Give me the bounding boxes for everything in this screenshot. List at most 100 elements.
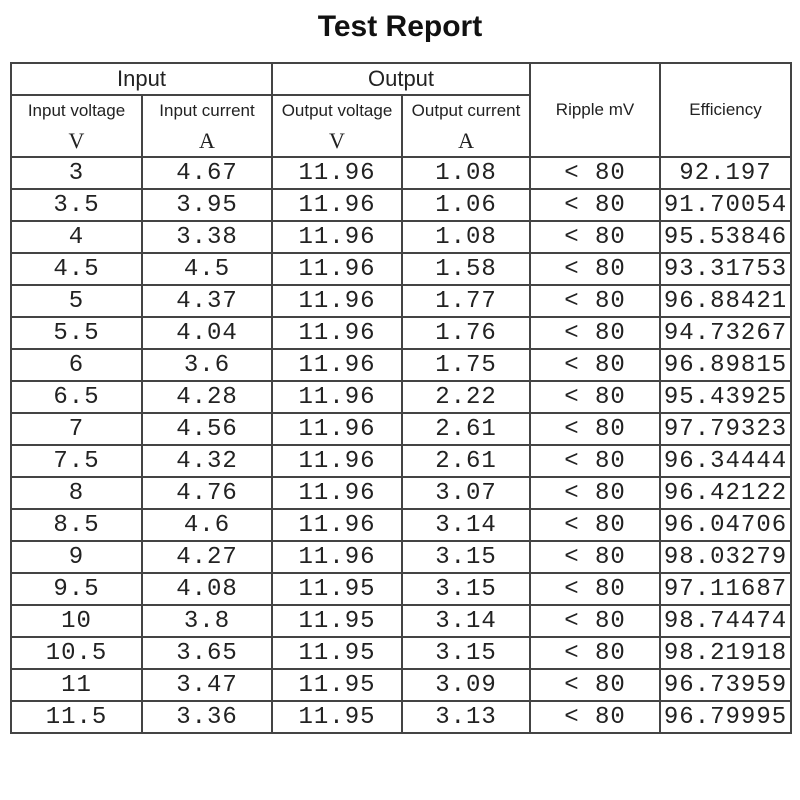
cell: 11.96	[271, 316, 403, 350]
cell: 1.08	[400, 156, 532, 190]
cell: < 80	[529, 348, 662, 382]
group-row: Input Output Ripple mV Efficiency	[10, 62, 793, 158]
cell: 97.11687	[659, 572, 793, 606]
cell: 1.75	[400, 348, 532, 382]
cell: 10	[10, 604, 143, 638]
cell: 8.5	[10, 508, 143, 542]
unit: V	[271, 126, 403, 158]
cell: 6.5	[10, 380, 143, 414]
cell: 98.03279	[659, 540, 793, 574]
cell: 11.96	[271, 380, 403, 414]
cell: 3.07	[400, 476, 532, 510]
cell: 1.58	[400, 252, 532, 286]
cell: 11.5	[10, 700, 143, 734]
data-row: 8 4.76 11.96 3.07 < 80 96.42122	[10, 476, 793, 510]
data-row: 6.5 4.28 11.96 2.22 < 80 95.43925	[10, 380, 793, 414]
cell: 11.95	[271, 604, 403, 638]
cell: 11.96	[271, 476, 403, 510]
cell: 11.96	[271, 284, 403, 318]
group-header: Input	[10, 62, 273, 96]
cell: 3.47	[141, 668, 273, 702]
cell: 11	[10, 668, 143, 702]
group-header: Output	[270, 62, 532, 96]
cell: 4.5	[10, 252, 143, 286]
cell: 3.65	[141, 636, 273, 670]
cell: < 80	[529, 316, 662, 350]
cell: 4	[10, 220, 143, 254]
cell: 3	[10, 156, 143, 190]
cell: 11.95	[271, 700, 403, 734]
cell: 96.34444	[659, 444, 793, 478]
cell: 11.96	[271, 188, 403, 222]
cell: 7	[10, 412, 143, 446]
cell: < 80	[529, 700, 662, 734]
cell: 4.32	[141, 444, 273, 478]
cell: < 80	[529, 156, 662, 190]
cell: 93.31753	[659, 252, 793, 286]
cell: 95.43925	[659, 380, 793, 414]
cell: 11.96	[271, 156, 403, 190]
cell: 11.96	[271, 220, 403, 254]
cell: 4.5	[141, 252, 273, 286]
cell: < 80	[529, 572, 662, 606]
cell: 11.95	[271, 572, 403, 606]
data-row: 4 3.38 11.96 1.08 < 80 95.53846	[10, 220, 793, 254]
data-row: 3 4.67 11.96 1.08 < 80 92.197	[10, 156, 793, 190]
cell: 3.6	[141, 348, 273, 382]
cell: 2.61	[400, 412, 532, 446]
data-row: 7 4.56 11.96 2.61 < 80 97.79323	[10, 412, 793, 446]
cell: < 80	[529, 220, 662, 254]
cell: 9	[10, 540, 143, 574]
cell: 11.96	[271, 540, 403, 574]
unit: A	[141, 126, 273, 158]
cell: 11.95	[271, 636, 403, 670]
cell: < 80	[529, 284, 662, 318]
cell: 97.79323	[659, 412, 793, 446]
cell: 8	[10, 476, 143, 510]
cell: 11.96	[271, 444, 403, 478]
data-row: 6 3.6 11.96 1.75 < 80 96.89815	[10, 348, 793, 382]
cell: 4.27	[141, 540, 273, 574]
cell: 6	[10, 348, 143, 382]
cell: < 80	[529, 476, 662, 510]
cell: 1.77	[400, 284, 532, 318]
cell: 1.76	[400, 316, 532, 350]
cell: 5	[10, 284, 143, 318]
cell: 3.15	[400, 572, 532, 606]
cell: 3.38	[141, 220, 273, 254]
cell: 1.06	[400, 188, 532, 222]
cell: < 80	[529, 380, 662, 414]
cell: < 80	[529, 636, 662, 670]
title: Test Report	[317, 10, 483, 43]
cell: 1.08	[400, 220, 532, 254]
cell: 94.73267	[659, 316, 793, 350]
cell: 10.5	[10, 636, 143, 670]
data-row: 4.5 4.5 11.96 1.58 < 80 93.31753	[10, 252, 793, 286]
cell: 7.5	[10, 444, 143, 478]
cell: 9.5	[10, 572, 143, 606]
cell: 91.70054	[659, 188, 793, 222]
cell: 4.67	[141, 156, 273, 190]
cell: < 80	[529, 668, 662, 702]
cell: 11.96	[271, 508, 403, 542]
data-row: 7.5 4.32 11.96 2.61 < 80 96.34444	[10, 444, 793, 478]
label-row: Input voltage Input current Output volta…	[10, 94, 791, 126]
unit: V	[10, 126, 143, 158]
cell: 4.04	[141, 316, 273, 350]
cell: 11.95	[271, 668, 403, 702]
data-row: 11 3.47 11.95 3.09 < 80 96.73959	[10, 668, 793, 702]
data-row: 9 4.27 11.96 3.15 < 80 98.03279	[10, 540, 793, 574]
cell: < 80	[529, 604, 662, 638]
cell: 5.5	[10, 316, 143, 350]
unit-row: V A V A	[10, 126, 791, 158]
cell: 4.56	[141, 412, 273, 446]
cell: 95.53846	[659, 220, 793, 254]
unit: A	[400, 126, 532, 158]
cell: 92.197	[659, 156, 793, 190]
data-row: 5 4.37 11.96 1.77 < 80 96.88421	[10, 284, 793, 318]
cell: 98.21918	[659, 636, 793, 670]
data-row: 11.5 3.36 11.95 3.13 < 80 96.79995	[10, 700, 793, 734]
cell: 3.36	[141, 700, 273, 734]
column-header: Efficiency	[659, 62, 793, 158]
cell: 96.04706	[659, 508, 793, 542]
